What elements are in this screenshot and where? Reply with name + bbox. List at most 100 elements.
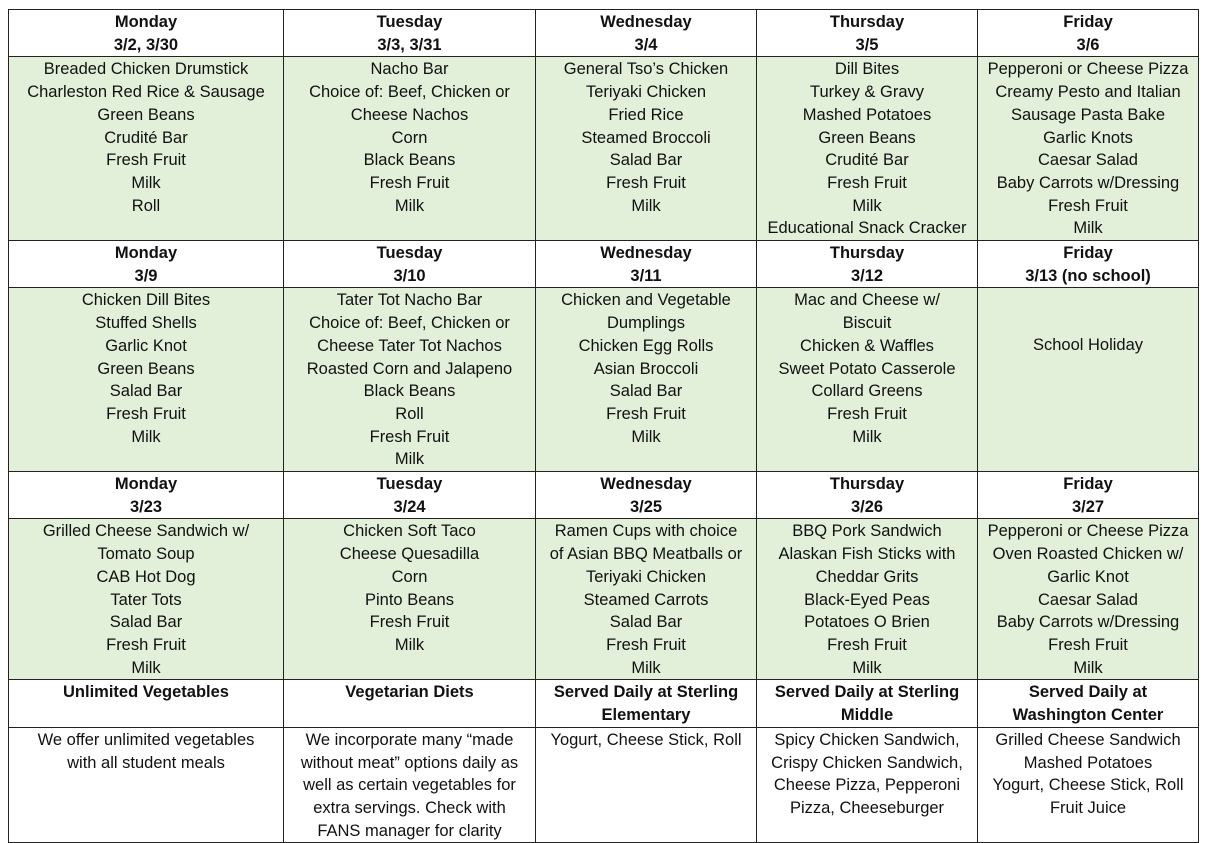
footer-body-cell: Yogurt, Cheese Stick, Roll xyxy=(535,726,757,843)
menu-item: Teriyaki Chicken xyxy=(585,83,707,102)
menu-cell: Chicken Dill Bites Stuffed Shells Garlic K… xyxy=(8,287,284,473)
day-date: 3/25 xyxy=(629,497,663,516)
day-name: Monday xyxy=(114,244,178,263)
menu-item: Milk xyxy=(394,450,425,469)
menu-item: Fresh Fruit xyxy=(827,404,907,423)
day-header-cell: Tuesday 3/24 xyxy=(283,471,536,520)
menu-item: School Holiday xyxy=(1032,336,1144,355)
menu-item: Mashed Potatoes xyxy=(802,105,932,124)
day-header-cell: Friday 3/6 xyxy=(977,8,1199,58)
footer-body-cell: We offer unlimited vegetables with all st… xyxy=(8,726,284,843)
day-header-cell: Wednesday 3/25 xyxy=(535,471,757,520)
menu-item: Corn xyxy=(391,567,428,586)
menu-item: BBQ Pork Sandwich xyxy=(792,522,942,541)
menu-item: Milk xyxy=(131,658,161,677)
menu-item: CAB Hot Dog xyxy=(96,567,196,586)
menu-cell: Chicken and Vegetable Dumplings Chicken Eg… xyxy=(535,287,757,473)
menu-item: Salad Bar xyxy=(109,613,183,632)
menu-item: Chicken Soft Taco xyxy=(343,522,476,541)
footer-item: Crispy Chicken Sandwich, xyxy=(771,753,963,772)
day-name: Friday xyxy=(1063,475,1113,494)
footer-heading-cell: Served Daily at Sterling Elementary xyxy=(535,679,757,728)
day-date: 3/4 xyxy=(634,35,658,54)
menu-item: Tater Tot Nacho Bar xyxy=(336,291,483,310)
day-name: Friday xyxy=(1063,13,1113,31)
menu-item: Green Beans xyxy=(97,359,195,378)
menu-item: Salad Bar xyxy=(609,151,683,170)
menu-item: Asian Broccoli xyxy=(593,359,699,378)
menu-cell: Pepperoni or Cheese Pizza Creamy Pesto an… xyxy=(977,56,1199,242)
day-date: 3/13 (no school) xyxy=(1025,266,1151,285)
day-header-cell: Monday 3/23 xyxy=(8,471,284,520)
menu-item: Garlic Knot xyxy=(105,336,187,355)
menu-item: Nacho Bar xyxy=(370,60,449,79)
menu-item: Potatoes O Brien xyxy=(804,613,930,632)
menu-item: Caesar Salad xyxy=(1038,151,1138,170)
menu-item: Pinto Beans xyxy=(365,590,454,609)
day-date: 3/11 xyxy=(630,266,662,285)
menu-item: Milk xyxy=(852,427,882,446)
footer-body-cell: Spicy Chicken Sandwich, Crispy Chicken Sa… xyxy=(756,726,978,843)
menu-item: Chicken Dill Bites xyxy=(81,291,211,310)
footer-item: We incorporate many “made xyxy=(305,730,514,749)
day-name: Wednesday xyxy=(600,244,692,263)
week-header-row: Monday 3/9 Tuesday 3/10 Wednesday 3/11 Thursda… xyxy=(8,240,1199,289)
menu-cell: Chicken Soft Taco Cheese Quesadilla Corn Pi… xyxy=(283,518,536,681)
menu-item: Fresh Fruit xyxy=(606,404,686,423)
menu-item: Fresh Fruit xyxy=(369,427,450,446)
footer-item: Cheese Pizza, Pepperoni xyxy=(773,776,961,795)
day-header-cell: Tuesday 3/3, 3/31 xyxy=(283,8,536,58)
day-date: 3/9 xyxy=(134,266,158,285)
footer-body-row: We offer unlimited vegetables with all st… xyxy=(8,726,1199,843)
footer-heading: Served Daily at Sterling xyxy=(553,683,739,702)
day-name: Thursday xyxy=(829,475,905,494)
footer-body-cell: Grilled Cheese Sandwich Mashed Potatoes Yo… xyxy=(977,726,1199,843)
menu-item: Breaded Chicken Drumstick xyxy=(43,60,249,79)
menu-item: Milk xyxy=(394,635,425,654)
menu-item: Garlic Knot xyxy=(1047,567,1129,586)
day-date: 3/2, 3/30 xyxy=(113,35,179,54)
menu-item: Milk xyxy=(631,427,661,446)
menu-item: Educational Snack Cracker xyxy=(767,219,967,238)
menu-item: Fresh Fruit xyxy=(106,404,186,423)
day-header-cell: Wednesday 3/4 xyxy=(535,8,757,58)
menu-item: Cheddar Grits xyxy=(815,567,919,586)
footer-heading: Washington Center xyxy=(1012,706,1164,725)
menu-item: Choice of: Beef, Chicken or xyxy=(309,314,510,333)
menu-cell: BBQ Pork Sandwich Alaskan Fish Sticks wit… xyxy=(756,518,978,681)
lunch-menu-table: Monday 3/2, 3/30 Tuesday 3/3, 3/31 Wednesday… xyxy=(8,8,1199,843)
day-date: 3/12 xyxy=(850,266,884,285)
menu-item: Salad Bar xyxy=(609,613,683,632)
day-date: 3/27 xyxy=(1071,497,1105,516)
menu-item: Alaskan Fish Sticks with xyxy=(778,545,956,564)
menu-item: Dill Bites xyxy=(834,60,900,79)
day-name: Monday xyxy=(114,475,178,494)
footer-heading-cell: Served Daily at Washington Center xyxy=(977,679,1199,728)
week-menu-row: Breaded Chicken Drumstick Charleston Red … xyxy=(8,56,1199,242)
menu-cell: General Tso’s Chicken Teriyaki Chicken Fri… xyxy=(535,56,757,242)
footer-header-row: Unlimited Vegetables Vegetarian Diets Serv… xyxy=(8,679,1199,728)
day-header-cell: Thursday 3/5 xyxy=(756,8,978,58)
menu-item: Fresh Fruit xyxy=(106,635,186,654)
footer-heading: Served Daily at Sterling xyxy=(774,683,960,702)
menu-cell: Grilled Cheese Sandwich w/Tomato Soup CAB… xyxy=(8,518,284,681)
day-name: Friday xyxy=(1063,244,1113,263)
menu-item: Salad Bar xyxy=(109,382,183,401)
menu-item: Milk xyxy=(852,196,882,215)
footer-heading: Vegetarian Diets xyxy=(345,683,474,702)
week-menu-row: Grilled Cheese Sandwich w/Tomato Soup CAB… xyxy=(8,518,1199,681)
menu-item: Mac and Cheese w/ xyxy=(794,291,940,310)
menu-item: Turkey & Gravy xyxy=(810,83,924,102)
footer-item: Spicy Chicken Sandwich, xyxy=(774,730,960,749)
menu-cell: School Holiday xyxy=(977,287,1199,473)
day-header-cell: Thursday 3/12 xyxy=(756,240,978,289)
menu-item: Fresh Fruit xyxy=(1048,635,1128,654)
menu-item: Baby Carrots w/Dressing xyxy=(996,613,1180,632)
menu-item: Cheese Quesadilla xyxy=(339,545,480,564)
footer-heading: Middle xyxy=(840,706,894,725)
menu-item: Milk xyxy=(852,658,882,677)
menu-item: Fresh Fruit xyxy=(606,635,686,654)
day-date: 3/5 xyxy=(855,35,879,54)
footer-heading-cell: Served Daily at Sterling Middle xyxy=(756,679,978,728)
menu-item: Corn xyxy=(391,128,428,147)
